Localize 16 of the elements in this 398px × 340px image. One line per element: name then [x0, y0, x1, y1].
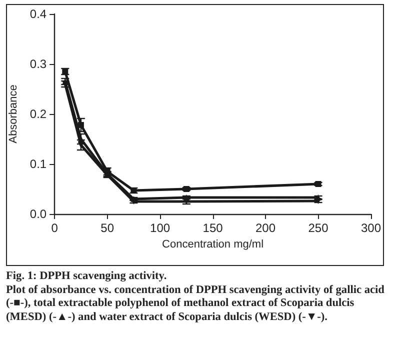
y-tick-label: 0.4: [30, 7, 47, 21]
x-tick-label: 200: [256, 221, 276, 235]
text: Fig. 1: DPPH scavenging activity.: [6, 270, 168, 284]
x-tick-label: 250: [308, 221, 329, 235]
y-tick-label: 0.3: [30, 57, 47, 71]
x-axis-title: Concentration mg/ml: [162, 238, 264, 250]
x-tick-label: 300: [360, 221, 382, 235]
x-tick-label: 100: [150, 221, 170, 235]
x-tick-label: 150: [202, 221, 224, 235]
x-tick-label: 50: [100, 221, 114, 235]
y-axis-title: Absorbance: [8, 84, 20, 144]
y-tick-label: 0.0: [30, 207, 47, 221]
text: Plot of absorbance vs. concentration of DPPH scavenging activity of gallic acid (-■-), total extractable polyphenol of methanol extract of Scoparia dulcis (MESD) (-▲-) and water extract of Scoparia dulcis (WESD) (-▼-).: [6, 284, 386, 324]
x-tick-label: 0: [51, 221, 58, 235]
y-tick-label: 0.2: [30, 107, 47, 121]
y-tick-label: 0.1: [30, 157, 47, 171]
